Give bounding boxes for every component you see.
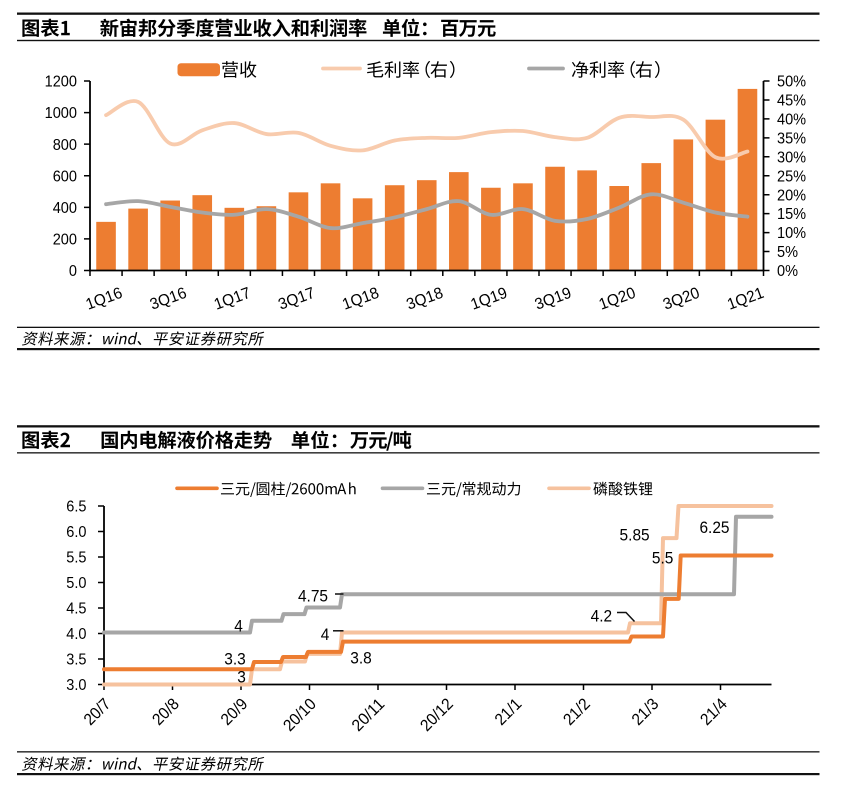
svg-text:5.5: 5.5 bbox=[66, 550, 86, 567]
svg-text:4: 4 bbox=[234, 617, 243, 636]
svg-text:45%: 45% bbox=[777, 93, 806, 110]
svg-text:3.3: 3.3 bbox=[224, 650, 246, 669]
svg-text:21/2: 21/2 bbox=[560, 695, 594, 729]
svg-text:3Q18: 3Q18 bbox=[404, 285, 445, 314]
svg-text:3.0: 3.0 bbox=[66, 677, 86, 694]
svg-text:3.5: 3.5 bbox=[66, 652, 86, 669]
svg-text:1Q17: 1Q17 bbox=[212, 285, 253, 314]
svg-text:6.25: 6.25 bbox=[699, 518, 729, 537]
svg-text:1Q19: 1Q19 bbox=[469, 285, 510, 314]
svg-text:50%: 50% bbox=[777, 74, 806, 91]
svg-text:4.5: 4.5 bbox=[66, 601, 86, 618]
svg-text:1Q20: 1Q20 bbox=[597, 285, 638, 314]
svg-text:20/8: 20/8 bbox=[149, 695, 183, 729]
svg-text:5.5: 5.5 bbox=[652, 549, 674, 568]
svg-text:20/9: 20/9 bbox=[217, 695, 251, 729]
svg-text:1Q16: 1Q16 bbox=[84, 285, 125, 314]
svg-text:20/7: 20/7 bbox=[80, 695, 114, 729]
svg-text:5%: 5% bbox=[777, 244, 798, 261]
svg-text:1000: 1000 bbox=[45, 105, 77, 122]
svg-text:200: 200 bbox=[53, 232, 77, 249]
svg-text:3Q19: 3Q19 bbox=[533, 285, 574, 314]
svg-text:20/10: 20/10 bbox=[280, 695, 320, 735]
svg-text:6.5: 6.5 bbox=[66, 499, 86, 516]
svg-text:5.85: 5.85 bbox=[620, 526, 650, 545]
svg-text:3Q16: 3Q16 bbox=[148, 285, 189, 314]
svg-text:15%: 15% bbox=[777, 206, 806, 223]
svg-text:3Q17: 3Q17 bbox=[276, 285, 317, 314]
svg-text:6.0: 6.0 bbox=[66, 524, 86, 541]
svg-text:400: 400 bbox=[53, 200, 77, 217]
svg-text:20/11: 20/11 bbox=[348, 695, 388, 735]
svg-text:3: 3 bbox=[237, 668, 246, 687]
svg-text:1Q21: 1Q21 bbox=[725, 285, 766, 314]
svg-text:20%: 20% bbox=[777, 187, 806, 204]
svg-text:4.2: 4.2 bbox=[591, 607, 613, 626]
svg-text:5.0: 5.0 bbox=[66, 575, 86, 592]
svg-text:4: 4 bbox=[321, 625, 330, 644]
svg-text:600: 600 bbox=[53, 168, 77, 185]
svg-text:1200: 1200 bbox=[45, 74, 77, 91]
svg-text:4.0: 4.0 bbox=[66, 626, 86, 643]
svg-text:21/4: 21/4 bbox=[697, 695, 731, 729]
svg-text:35%: 35% bbox=[777, 130, 806, 147]
svg-text:1Q18: 1Q18 bbox=[340, 285, 381, 314]
svg-text:3Q20: 3Q20 bbox=[661, 285, 702, 314]
svg-text:21/3: 21/3 bbox=[628, 695, 662, 729]
svg-text:4.75: 4.75 bbox=[298, 587, 328, 606]
svg-text:800: 800 bbox=[53, 137, 77, 154]
svg-text:10%: 10% bbox=[777, 225, 806, 242]
svg-text:30%: 30% bbox=[777, 149, 806, 166]
svg-text:3.8: 3.8 bbox=[350, 649, 372, 668]
svg-text:40%: 40% bbox=[777, 112, 806, 129]
svg-text:21/1: 21/1 bbox=[491, 695, 525, 729]
svg-text:25%: 25% bbox=[777, 168, 806, 185]
svg-text:0: 0 bbox=[69, 263, 77, 280]
svg-text:20/12: 20/12 bbox=[417, 695, 457, 735]
svg-text:0%: 0% bbox=[777, 263, 798, 280]
